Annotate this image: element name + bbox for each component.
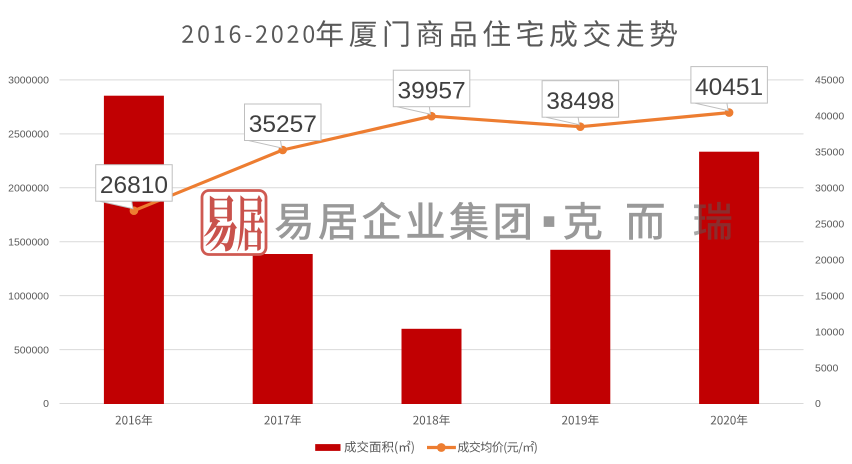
svg-text:45000: 45000 <box>815 75 844 87</box>
svg-text:2500000: 2500000 <box>8 129 49 141</box>
svg-text:10000: 10000 <box>815 326 844 338</box>
svg-text:30000: 30000 <box>815 182 844 194</box>
svg-text:38498: 38498 <box>546 88 614 115</box>
svg-text:1500000: 1500000 <box>8 236 49 248</box>
svg-text:39957: 39957 <box>398 77 466 104</box>
svg-text:25000: 25000 <box>815 218 844 230</box>
svg-text:40000: 40000 <box>815 111 844 123</box>
svg-text:26810: 26810 <box>100 172 168 199</box>
svg-text:0: 0 <box>43 398 49 410</box>
svg-text:0: 0 <box>815 398 821 410</box>
svg-text:500000: 500000 <box>14 344 49 356</box>
svg-text:2000000: 2000000 <box>8 182 49 194</box>
svg-text:1000000: 1000000 <box>8 290 49 302</box>
svg-text:5000: 5000 <box>815 362 839 374</box>
svg-text:35257: 35257 <box>249 111 317 138</box>
svg-text:15000: 15000 <box>815 290 844 302</box>
svg-text:3000000: 3000000 <box>8 75 49 87</box>
svg-text:35000: 35000 <box>815 147 844 159</box>
svg-text:20000: 20000 <box>815 254 844 266</box>
svg-text:40451: 40451 <box>695 74 763 101</box>
